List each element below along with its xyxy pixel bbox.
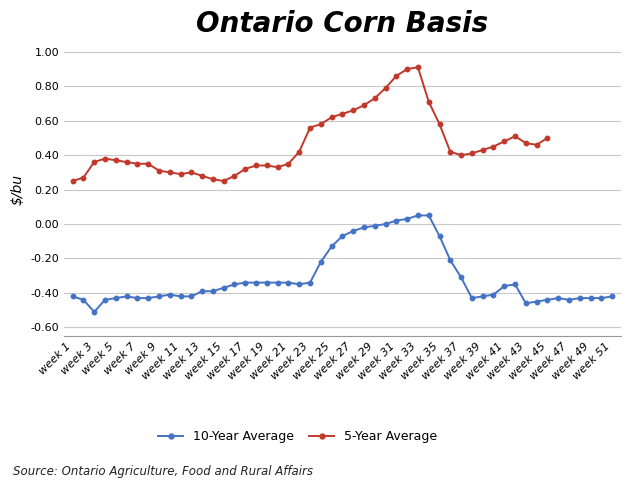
5-Year Average [209,176,217,182]
5-Year Average [436,121,444,127]
10-Year Average [447,257,454,263]
5-Year Average [479,147,486,153]
5-Year Average [220,178,228,184]
5-Year Average [230,173,238,179]
5-Year Average [274,164,282,170]
10-Year Average [241,280,249,286]
5-Year Average [145,161,152,167]
Line: 5-Year Average: 5-Year Average [70,65,550,183]
5-Year Average [263,163,271,168]
5-Year Average [511,133,519,139]
10-Year Average [68,293,76,299]
5-Year Average [123,159,131,165]
5-Year Average [328,114,335,120]
5-Year Average [522,140,530,146]
5-Year Average [532,142,540,148]
5-Year Average [360,102,368,108]
5-Year Average [68,178,76,184]
5-Year Average [425,99,433,105]
5-Year Average [79,175,87,180]
5-Year Average [381,85,389,91]
5-Year Average [252,163,260,168]
10-Year Average [414,213,422,218]
5-Year Average [447,149,454,155]
Y-axis label: $/bu: $/bu [11,174,25,205]
5-Year Average [296,149,303,155]
5-Year Average [468,151,476,156]
5-Year Average [349,108,357,113]
Title: Ontario Corn Basis: Ontario Corn Basis [196,10,488,38]
10-Year Average [479,293,486,299]
10-Year Average [252,280,260,286]
5-Year Average [490,144,497,149]
5-Year Average [134,161,141,167]
Legend: 10-Year Average, 5-Year Average: 10-Year Average, 5-Year Average [158,430,437,443]
5-Year Average [317,121,324,127]
5-Year Average [543,135,551,141]
5-Year Average [500,139,508,144]
5-Year Average [177,171,184,177]
Line: 10-Year Average: 10-Year Average [70,213,614,314]
5-Year Average [306,125,314,131]
5-Year Average [403,66,411,72]
5-Year Average [339,111,346,117]
5-Year Average [188,169,195,175]
10-Year Average [609,293,616,299]
5-Year Average [198,173,206,179]
5-Year Average [101,156,109,161]
5-Year Average [241,166,249,172]
5-Year Average [166,169,173,175]
5-Year Average [371,96,379,101]
Text: Source: Ontario Agriculture, Food and Rural Affairs: Source: Ontario Agriculture, Food and Ru… [13,465,313,478]
10-Year Average [90,309,98,315]
5-Year Average [285,161,292,167]
5-Year Average [457,152,465,158]
5-Year Average [155,168,163,174]
10-Year Average [198,288,206,294]
5-Year Average [112,157,120,163]
5-Year Average [414,64,422,70]
10-Year Average [598,295,605,301]
5-Year Average [392,73,400,79]
5-Year Average [90,159,98,165]
